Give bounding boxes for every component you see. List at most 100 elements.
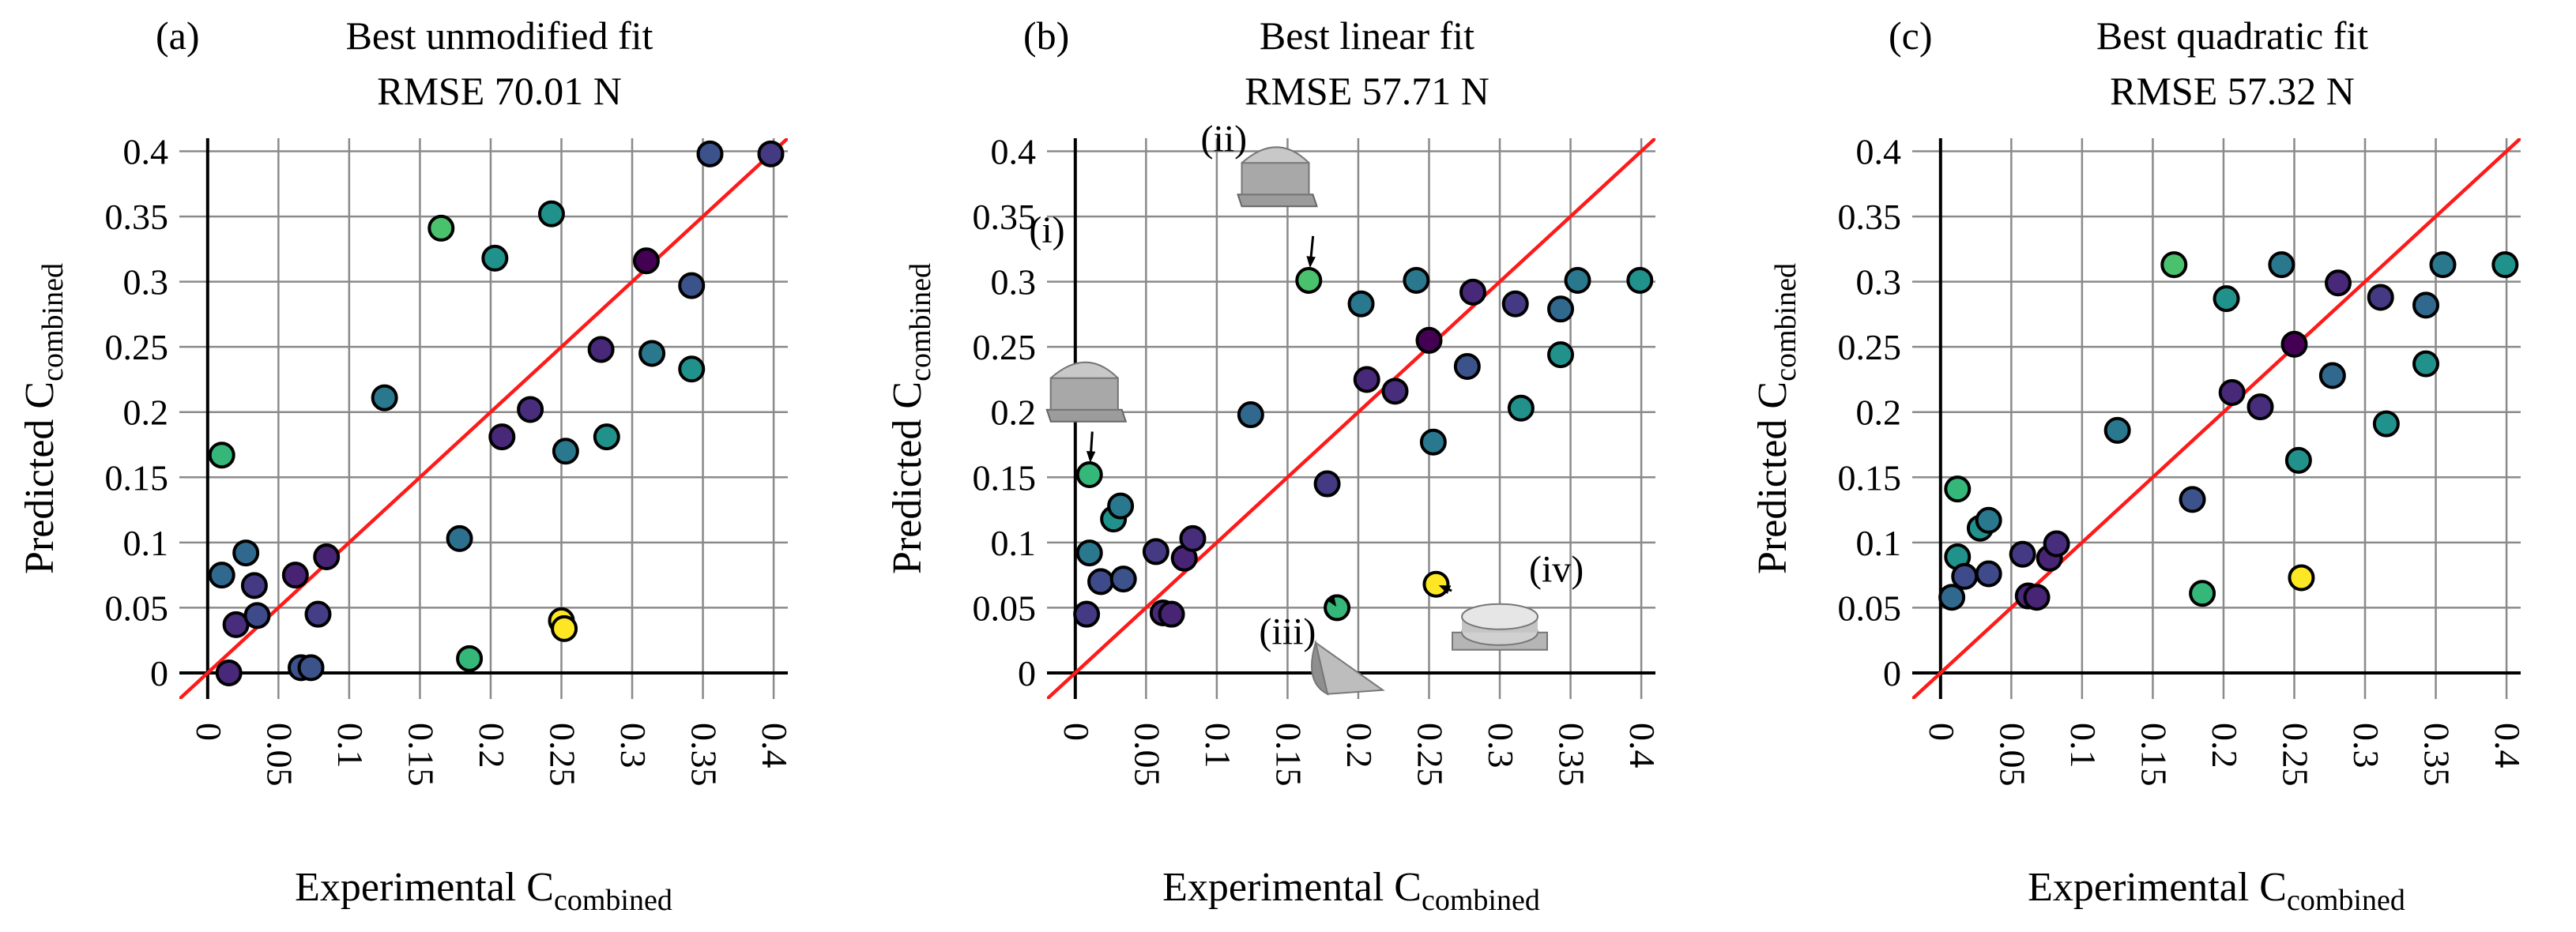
- chart-title: Best unmodified fit: [346, 13, 653, 58]
- x-tick-label: 0.25: [2275, 723, 2315, 787]
- plot-area: [1047, 138, 1655, 699]
- annotation-arrowhead: [1306, 256, 1316, 269]
- panel-label: (b): [1023, 13, 1069, 58]
- data-point: [1109, 566, 1137, 593]
- data-point: [1419, 428, 1447, 456]
- x-tick-label: 0: [189, 723, 229, 741]
- y-tick-label: 0.05: [1838, 588, 1902, 628]
- data-point: [427, 214, 455, 242]
- data-point: [1507, 394, 1535, 422]
- annotation-label: (i): [1029, 209, 1064, 251]
- y-tick-label: 0: [1883, 653, 1901, 693]
- part-render-icon: [1237, 146, 1318, 208]
- chart-subtitle: RMSE 57.71 N: [1245, 69, 1489, 113]
- y-tick-label: 0.25: [1838, 327, 1902, 367]
- y-tick-label: 0.4: [1856, 132, 1902, 172]
- data-point: [638, 340, 666, 367]
- chart-title: Best quadratic fit: [2096, 13, 2368, 58]
- data-point: [208, 442, 235, 469]
- x-axis-label: Experimental Ccombined: [1162, 865, 1540, 917]
- data-point: [2412, 291, 2440, 319]
- data-point: [2009, 540, 2036, 568]
- annotation: (iv): [1438, 548, 1584, 651]
- chart-subtitle: RMSE 57.32 N: [2110, 69, 2355, 113]
- data-point: [2284, 446, 2312, 474]
- plot-area: [179, 138, 788, 699]
- data-point: [2218, 378, 2246, 406]
- data-point: [517, 396, 544, 423]
- chart-title: Best linear fit: [1260, 13, 1474, 58]
- annotation-label: (ii): [1201, 118, 1248, 160]
- data-point: [488, 423, 516, 451]
- y-axis-label: Predicted Ccombined: [885, 263, 937, 574]
- x-tick-label: 0.15: [401, 723, 441, 787]
- x-tick-label: 0: [1922, 723, 1962, 741]
- x-tick-label: 0.3: [613, 723, 653, 769]
- data-point: [481, 244, 509, 272]
- x-tick-label: 0.2: [472, 723, 512, 769]
- data-point: [2325, 269, 2352, 297]
- annotation-arrowhead: [1086, 451, 1096, 463]
- x-tick-label: 0.05: [1127, 723, 1167, 787]
- y-tick-label: 0.25: [973, 327, 1037, 367]
- annotation: (i): [1029, 209, 1128, 463]
- x-axis-label: Experimental Ccombined: [295, 865, 672, 917]
- y-tick-label: 0.15: [973, 457, 1037, 498]
- data-point: [1951, 562, 1979, 590]
- data-point: [2429, 251, 2457, 279]
- data-point: [757, 140, 785, 167]
- y-tick-label: 0.35: [1838, 197, 1902, 237]
- y-tick-label: 0: [150, 653, 168, 693]
- data-point: [1626, 266, 1654, 294]
- annotation-label: (iii): [1259, 611, 1316, 653]
- data-point: [2023, 584, 2051, 611]
- data-point: [2246, 393, 2274, 421]
- data-point: [551, 614, 578, 642]
- data-point: [2043, 530, 2070, 558]
- reference-line: [179, 138, 788, 699]
- data-point: [2288, 564, 2315, 592]
- annotation-label: (iv): [1529, 548, 1584, 590]
- data-point: [632, 247, 660, 275]
- data-point: [2491, 251, 2519, 279]
- data-point: [446, 524, 473, 552]
- data-point: [281, 562, 309, 589]
- data-point: [1237, 401, 1264, 429]
- x-tick-label: 0.2: [2205, 723, 2245, 769]
- data-point: [1564, 266, 1591, 294]
- data-point: [2372, 410, 2400, 438]
- y-tick-label: 0.3: [991, 262, 1037, 303]
- data-point: [1938, 584, 1966, 611]
- y-tick-label: 0.4: [991, 132, 1037, 172]
- part-render-icon: [1311, 639, 1385, 696]
- y-tick-label: 0.2: [991, 393, 1037, 433]
- y-tick-label: 0: [1018, 653, 1036, 693]
- x-tick-label: 0.1: [330, 723, 371, 769]
- x-tick-label: 0.2: [1339, 723, 1380, 769]
- x-tick-label: 0.25: [1410, 723, 1450, 787]
- data-point: [1459, 278, 1486, 306]
- data-point: [2268, 251, 2295, 279]
- data-point: [1975, 506, 2002, 534]
- data-point: [537, 200, 565, 227]
- data-point: [2189, 580, 2216, 607]
- data-point: [1075, 461, 1103, 488]
- data-point: [1295, 266, 1323, 294]
- y-tick-label: 0.25: [105, 327, 169, 367]
- chart-subtitle: RMSE 70.01 N: [377, 69, 622, 113]
- data-point: [2179, 486, 2206, 513]
- data-point: [1381, 378, 1409, 405]
- x-tick-label: 0.35: [684, 723, 725, 787]
- x-tick-label: 0.4: [2487, 723, 2528, 769]
- y-tick-label: 0.2: [1856, 393, 1902, 433]
- data-point: [1547, 341, 1575, 369]
- y-tick-label: 0.2: [123, 393, 169, 433]
- y-tick-label: 0.05: [973, 588, 1037, 628]
- y-tick-label: 0.15: [1838, 457, 1902, 498]
- data-point: [243, 602, 271, 629]
- data-point: [2412, 350, 2440, 378]
- x-tick-label: 0.15: [2133, 723, 2174, 787]
- part-render-icon: [1452, 603, 1549, 651]
- data-point: [2367, 284, 2394, 311]
